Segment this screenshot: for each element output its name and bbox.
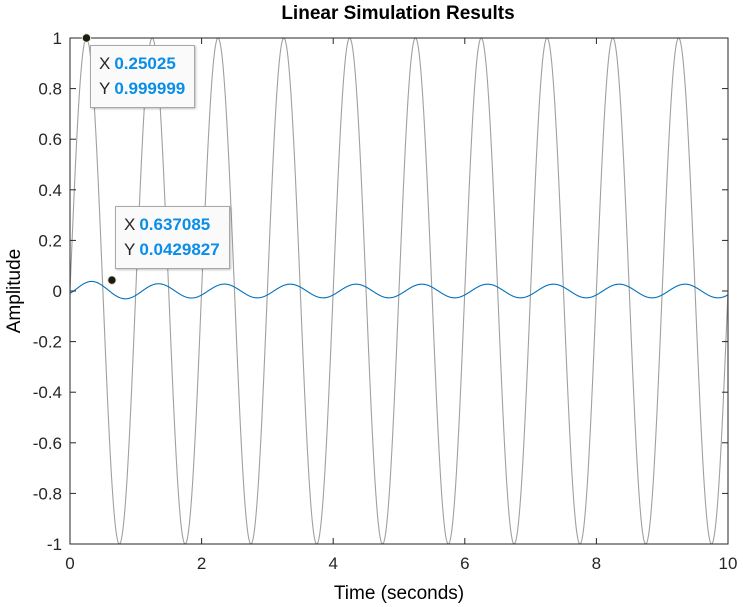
y-tick-label: 0.2 bbox=[38, 231, 62, 250]
x-tick-label: 6 bbox=[460, 554, 469, 573]
datatip-2-x-label: X bbox=[124, 215, 136, 234]
x-tick-label: 0 bbox=[65, 554, 74, 573]
datatip-1-x-row: X 0.25025 bbox=[99, 51, 185, 76]
datatip-markers bbox=[81, 33, 117, 285]
series-layer bbox=[69, 37, 729, 545]
datatip-1-y-value: 0.999999 bbox=[114, 79, 186, 98]
y-axis: 1 0.8 0.6 0.4 0.2 0 -0.2 -0.4 -0.6 -0.8 -1 bbox=[33, 29, 728, 554]
y-tick-label: -0.4 bbox=[33, 383, 62, 402]
y-tick-label: -0.2 bbox=[33, 333, 62, 352]
datatip-marker-1[interactable] bbox=[81, 33, 92, 43]
y-tick-label: -1 bbox=[47, 535, 62, 554]
y-tick-label: -0.8 bbox=[33, 484, 62, 503]
series-line-response bbox=[69, 280, 729, 300]
x-tick-label: 2 bbox=[197, 554, 206, 573]
y-tick-label: 1 bbox=[53, 29, 62, 48]
datatip-2[interactable]: X 0.637085 Y 0.0429827 bbox=[115, 206, 230, 269]
datatip-2-x-row: X 0.637085 bbox=[124, 212, 220, 237]
x-tick-label: 10 bbox=[719, 554, 738, 573]
datatip-2-x-value: 0.637085 bbox=[139, 215, 211, 234]
x-tick-label: 8 bbox=[592, 554, 601, 573]
datatip-1-y-row: Y 0.999999 bbox=[99, 76, 185, 101]
y-tick-label: 0.4 bbox=[38, 181, 62, 200]
series-line-input bbox=[69, 37, 729, 545]
datatip-1-x-value: 0.25025 bbox=[114, 54, 176, 73]
datatip-1-y-label: Y bbox=[99, 79, 111, 98]
x-axis-title: Time (seconds) bbox=[334, 583, 464, 604]
y-tick-label: 0.6 bbox=[38, 130, 62, 149]
y-tick-label: 0.8 bbox=[38, 80, 62, 99]
datatip-1-x-label: X bbox=[99, 54, 111, 73]
y-tick-label: -0.6 bbox=[33, 434, 62, 453]
datatip-1[interactable]: X 0.25025 Y 0.999999 bbox=[90, 45, 196, 108]
y-axis-title: Amplitude bbox=[4, 249, 25, 334]
datatip-2-y-value: 0.0429827 bbox=[139, 240, 220, 259]
y-tick-label: 0 bbox=[53, 282, 62, 301]
chart-title: Linear Simulation Results bbox=[281, 3, 514, 24]
x-axis: 0 2 4 6 8 10 bbox=[65, 38, 737, 573]
datatip-marker-2[interactable] bbox=[107, 275, 117, 285]
x-tick-label: 4 bbox=[328, 554, 337, 573]
datatip-2-y-row: Y 0.0429827 bbox=[124, 237, 220, 262]
datatip-2-y-label: Y bbox=[124, 240, 136, 259]
